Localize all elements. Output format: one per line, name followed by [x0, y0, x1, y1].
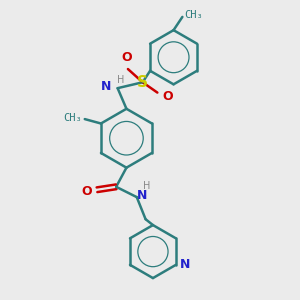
Text: CH₃: CH₃ [64, 113, 83, 123]
Text: O: O [163, 90, 173, 103]
Text: N: N [101, 80, 111, 93]
Text: S: S [137, 75, 148, 90]
Text: H: H [143, 181, 151, 191]
Text: N: N [137, 189, 148, 202]
Text: O: O [81, 185, 92, 198]
Text: H: H [117, 75, 124, 85]
Text: O: O [121, 51, 132, 64]
Text: CH₃: CH₃ [185, 11, 203, 20]
Text: N: N [180, 258, 191, 271]
